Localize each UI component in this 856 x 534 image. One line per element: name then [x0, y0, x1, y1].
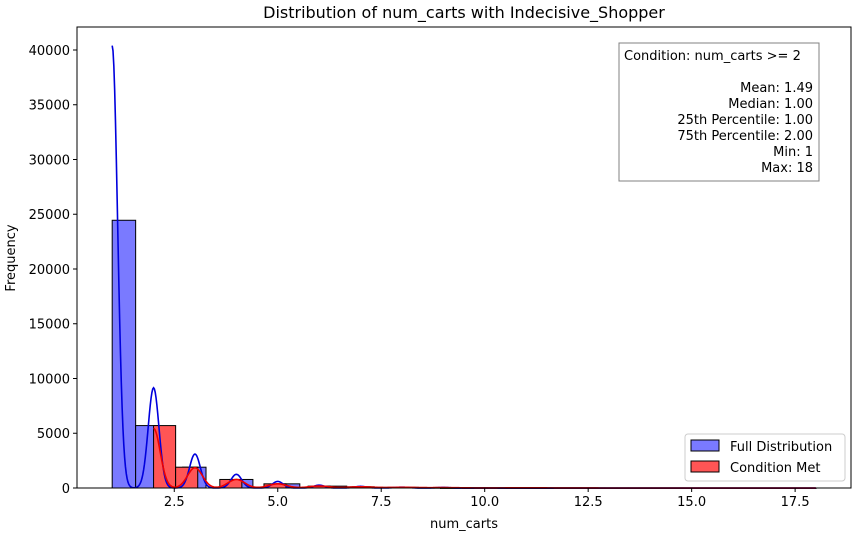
- plot-area-frame: [76, 26, 852, 489]
- stats-p75: 75th Percentile: 2.00: [677, 129, 813, 144]
- y-tick-label: 35000: [29, 99, 70, 114]
- chart-title: Distribution of num_carts with Indecisiv…: [263, 3, 665, 23]
- y-tick-label: 25000: [29, 208, 70, 223]
- y-tick-label: 10000: [29, 372, 70, 387]
- legend-label-condition-met: Condition Met: [730, 461, 820, 476]
- stats-median: Median: 1.00: [728, 97, 813, 112]
- x-tick-label: 17.5: [781, 495, 810, 510]
- y-tick-label: 30000: [29, 153, 70, 168]
- x-tick-label: 7.5: [371, 495, 392, 510]
- y-tick-label: 20000: [29, 263, 70, 278]
- stats-p25: 25th Percentile: 1.00: [677, 113, 813, 128]
- legend-frame: [684, 433, 846, 482]
- y-axis-ticks: 0 5000 10000 15000 20000 25000 30000 35000 40000: [29, 44, 77, 497]
- x-axis-ticks: 2.5 5.0 7.5 10.0 12.5 15.0 17.5: [164, 488, 810, 510]
- legend-swatch-full-distribution: [690, 439, 720, 452]
- stats-box-frame: [618, 42, 820, 182]
- stats-mean: Mean: 1.49: [740, 81, 813, 96]
- y-axis-label: Frequency: [4, 224, 19, 291]
- legend-swatch-condition-met: [690, 460, 720, 473]
- x-tick-label: 15.0: [677, 495, 706, 510]
- x-axis-label: num_carts: [430, 517, 498, 532]
- x-tick-label: 12.5: [574, 495, 603, 510]
- legend: Full Distribution Condition Met: [684, 433, 846, 482]
- x-tick-label: 10.0: [470, 495, 499, 510]
- stats-condition: Condition: num_carts >= 2: [624, 49, 801, 64]
- stats-max: Max: 18: [761, 161, 813, 176]
- y-tick-label: 5000: [37, 427, 70, 442]
- stats-min: Min: 1: [773, 145, 813, 160]
- stats-box: Condition: num_carts >= 2 Mean: 1.49 Med…: [618, 42, 820, 182]
- y-tick-label: 0: [62, 482, 70, 497]
- x-tick-label: 2.5: [164, 495, 185, 510]
- legend-label-full-distribution: Full Distribution: [730, 440, 832, 455]
- y-tick-label: 40000: [29, 44, 70, 59]
- x-tick-label: 5.0: [267, 495, 288, 510]
- y-tick-label: 15000: [29, 318, 70, 333]
